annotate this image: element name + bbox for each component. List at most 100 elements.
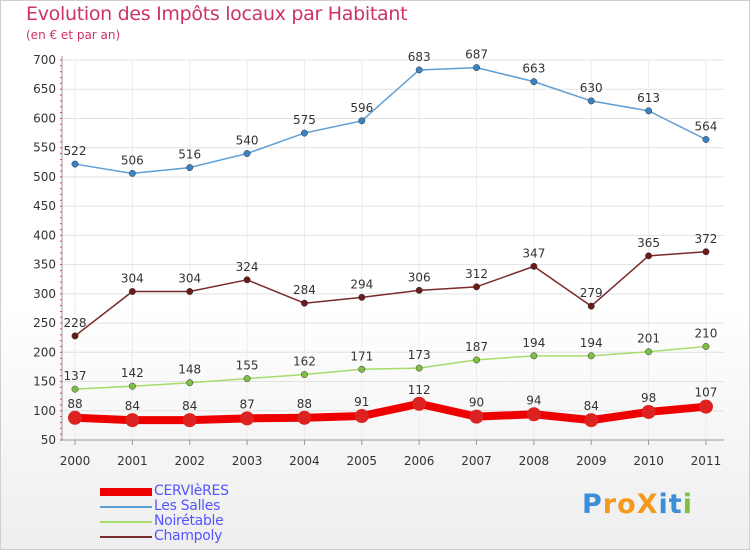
y-tick-label: 50 xyxy=(41,433,56,447)
logo-letter: i xyxy=(682,489,693,520)
data-label: 306 xyxy=(408,270,431,284)
y-tick-label: 250 xyxy=(33,316,56,330)
data-label: 347 xyxy=(522,246,545,260)
x-tick-label: 2010 xyxy=(633,454,664,468)
data-point xyxy=(186,288,194,295)
data-label: 613 xyxy=(637,91,660,105)
legend-item: Noirétable xyxy=(100,514,229,529)
data-label: 506 xyxy=(121,153,144,167)
data-point xyxy=(415,364,423,372)
data-label: 87 xyxy=(239,397,254,411)
data-label: 312 xyxy=(465,267,488,281)
data-point xyxy=(702,136,710,143)
y-tick-label: 200 xyxy=(33,345,56,359)
data-point xyxy=(473,64,480,72)
data-point xyxy=(412,396,427,411)
series-2: 137 142 148 155 162 171 173 187 194 194 201 210 xyxy=(64,326,717,393)
logo-letter: P xyxy=(582,489,603,520)
data-label: 304 xyxy=(121,272,144,286)
data-point xyxy=(473,356,480,364)
data-label: 194 xyxy=(580,336,603,350)
legend-swatch xyxy=(100,520,152,523)
data-point xyxy=(698,399,713,414)
data-label: 94 xyxy=(526,393,541,407)
data-point xyxy=(358,293,366,301)
data-point xyxy=(243,150,251,157)
data-label: 84 xyxy=(182,399,197,413)
data-label: 162 xyxy=(293,355,316,369)
data-point xyxy=(297,410,312,425)
data-point xyxy=(300,371,308,378)
data-point xyxy=(128,288,136,295)
data-point xyxy=(584,413,599,428)
y-tick-label: 350 xyxy=(33,258,56,272)
data-label: 84 xyxy=(125,399,140,413)
data-label: 228 xyxy=(64,316,87,330)
series-line xyxy=(74,251,707,337)
logo-letter: r xyxy=(602,489,618,520)
data-point xyxy=(125,413,140,428)
y-tick-label: 300 xyxy=(33,287,56,301)
data-label: 88 xyxy=(67,397,82,411)
x-tick-label: 2004 xyxy=(289,454,320,468)
x-tick-label: 2009 xyxy=(576,454,607,468)
data-label: 663 xyxy=(522,62,545,76)
series-3: 228 304 304 324 284 294 306 312 347 279 365 372 xyxy=(64,232,718,340)
data-label: 98 xyxy=(641,391,656,405)
series-1: 522 506 516 540 575 596 683 687 663 630 613 564 xyxy=(64,48,717,177)
data-point xyxy=(587,352,595,360)
data-point xyxy=(415,66,423,74)
data-label: 88 xyxy=(297,397,312,411)
data-point xyxy=(702,248,710,256)
data-point xyxy=(530,262,538,270)
legend-item: CERVIèRES xyxy=(100,484,229,499)
data-label: 173 xyxy=(408,348,431,362)
legend-swatch xyxy=(100,487,152,496)
data-label: 142 xyxy=(121,366,144,380)
data-label: 596 xyxy=(350,101,373,115)
legend-label: Noirétable xyxy=(154,513,224,529)
data-label: 148 xyxy=(178,363,201,377)
series-line xyxy=(74,66,707,175)
x-tick-label: 2011 xyxy=(691,454,722,468)
data-point xyxy=(469,409,484,424)
data-point xyxy=(71,332,79,340)
x-tick-label: 2008 xyxy=(519,454,550,468)
data-label: 687 xyxy=(465,48,488,62)
data-label: 137 xyxy=(64,369,87,383)
data-point xyxy=(702,343,710,350)
data-point xyxy=(243,276,251,284)
data-label: 171 xyxy=(350,349,373,363)
series-line xyxy=(71,399,710,425)
data-label: 365 xyxy=(637,236,660,250)
data-point xyxy=(358,365,366,373)
data-point xyxy=(128,382,136,390)
data-label: 284 xyxy=(293,283,316,297)
y-tick-label: 500 xyxy=(33,170,56,184)
data-point xyxy=(641,404,656,419)
data-label: 372 xyxy=(695,232,718,246)
x-tick-label: 2000 xyxy=(60,454,91,468)
data-point xyxy=(243,375,251,383)
y-tick-label: 550 xyxy=(33,141,56,155)
data-label: 630 xyxy=(580,81,603,95)
proxiti-logo: ProXiti xyxy=(582,489,693,520)
data-point xyxy=(354,409,369,424)
data-label: 187 xyxy=(465,340,488,354)
x-tick-label: 2005 xyxy=(347,454,378,468)
data-point xyxy=(526,407,541,422)
data-label: 112 xyxy=(408,383,431,397)
data-label: 84 xyxy=(584,399,599,413)
data-label: 540 xyxy=(236,134,259,148)
data-point xyxy=(128,169,136,177)
legend-label: CERVIèRES xyxy=(154,483,229,499)
x-tick-label: 2001 xyxy=(117,454,148,468)
data-point xyxy=(530,78,538,86)
legend-label: Les Salles xyxy=(154,498,221,514)
logo-letter: o xyxy=(617,489,637,520)
data-point xyxy=(240,411,255,426)
legend-label: Champoly xyxy=(154,528,223,544)
legend-swatch xyxy=(100,505,152,508)
data-point xyxy=(645,107,653,115)
